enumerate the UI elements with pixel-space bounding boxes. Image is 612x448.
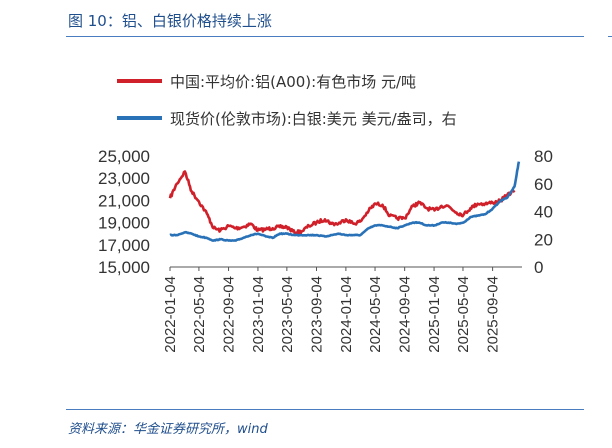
top-divider <box>66 36 584 37</box>
y-axis-left: 25,000 23,000 21,000 19,000 17,000 15,000 <box>98 147 150 277</box>
y-left-tick-label: 25,000 <box>98 147 150 166</box>
right-edge-mark <box>608 36 612 37</box>
x-tick-label: 2025-01-04 <box>426 276 443 353</box>
x-axis: 2022-01-04 2022-05-04 2022-09-04 2023-01-04… <box>162 266 522 353</box>
y-left-tick-label: 19,000 <box>98 214 150 233</box>
x-tick-label: 2022-09-04 <box>221 276 238 353</box>
legend-label-silver: 现货价(伦敦市场):白银:美元 美元/盎司，右 <box>170 110 457 128</box>
x-tick-label: 2023-05-04 <box>279 276 296 353</box>
figure-title: 图 10：铝、白银价格持续上涨 <box>68 12 272 30</box>
x-tick-label: 2023-09-04 <box>308 276 325 353</box>
series-layer <box>168 161 521 242</box>
y-right-tick-label: 20 <box>534 230 553 249</box>
x-tick-label: 2022-05-04 <box>191 276 208 353</box>
y-right-tick-label: 60 <box>534 175 553 194</box>
source-note: 资料来源：华金证券研究所，wind <box>68 422 268 437</box>
y-right-tick-label: 0 <box>534 258 543 277</box>
chart-legend: 中国:平均价:铝(A00):有色市场 元/吨 现货价(伦敦市场):白银:美元 美… <box>117 73 457 128</box>
x-tick-label: 2023-01-04 <box>250 276 267 353</box>
x-tick-label: 2024-01-04 <box>338 276 355 353</box>
series-line-silver <box>169 161 521 242</box>
series-line-aluminum <box>168 170 516 236</box>
y-right-tick-label: 40 <box>534 203 553 222</box>
y-left-tick-label: 15,000 <box>98 258 150 277</box>
bottom-divider <box>66 409 584 410</box>
y-left-tick-label: 17,000 <box>98 236 150 255</box>
y-left-tick-label: 23,000 <box>98 169 150 188</box>
x-tick-label: 2025-05-04 <box>455 276 472 353</box>
y-axis-right: 80 60 40 20 0 <box>534 147 553 277</box>
y-left-tick-label: 21,000 <box>98 191 150 210</box>
x-tick-label: 2024-09-04 <box>397 276 414 353</box>
x-tick-label: 2024-05-04 <box>367 276 384 353</box>
legend-label-aluminum: 中国:平均价:铝(A00):有色市场 元/吨 <box>170 73 416 91</box>
x-tick-label: 2022-01-04 <box>162 276 179 353</box>
x-tick-label: 2025-09-04 <box>485 276 502 353</box>
y-right-tick-label: 80 <box>534 147 553 166</box>
